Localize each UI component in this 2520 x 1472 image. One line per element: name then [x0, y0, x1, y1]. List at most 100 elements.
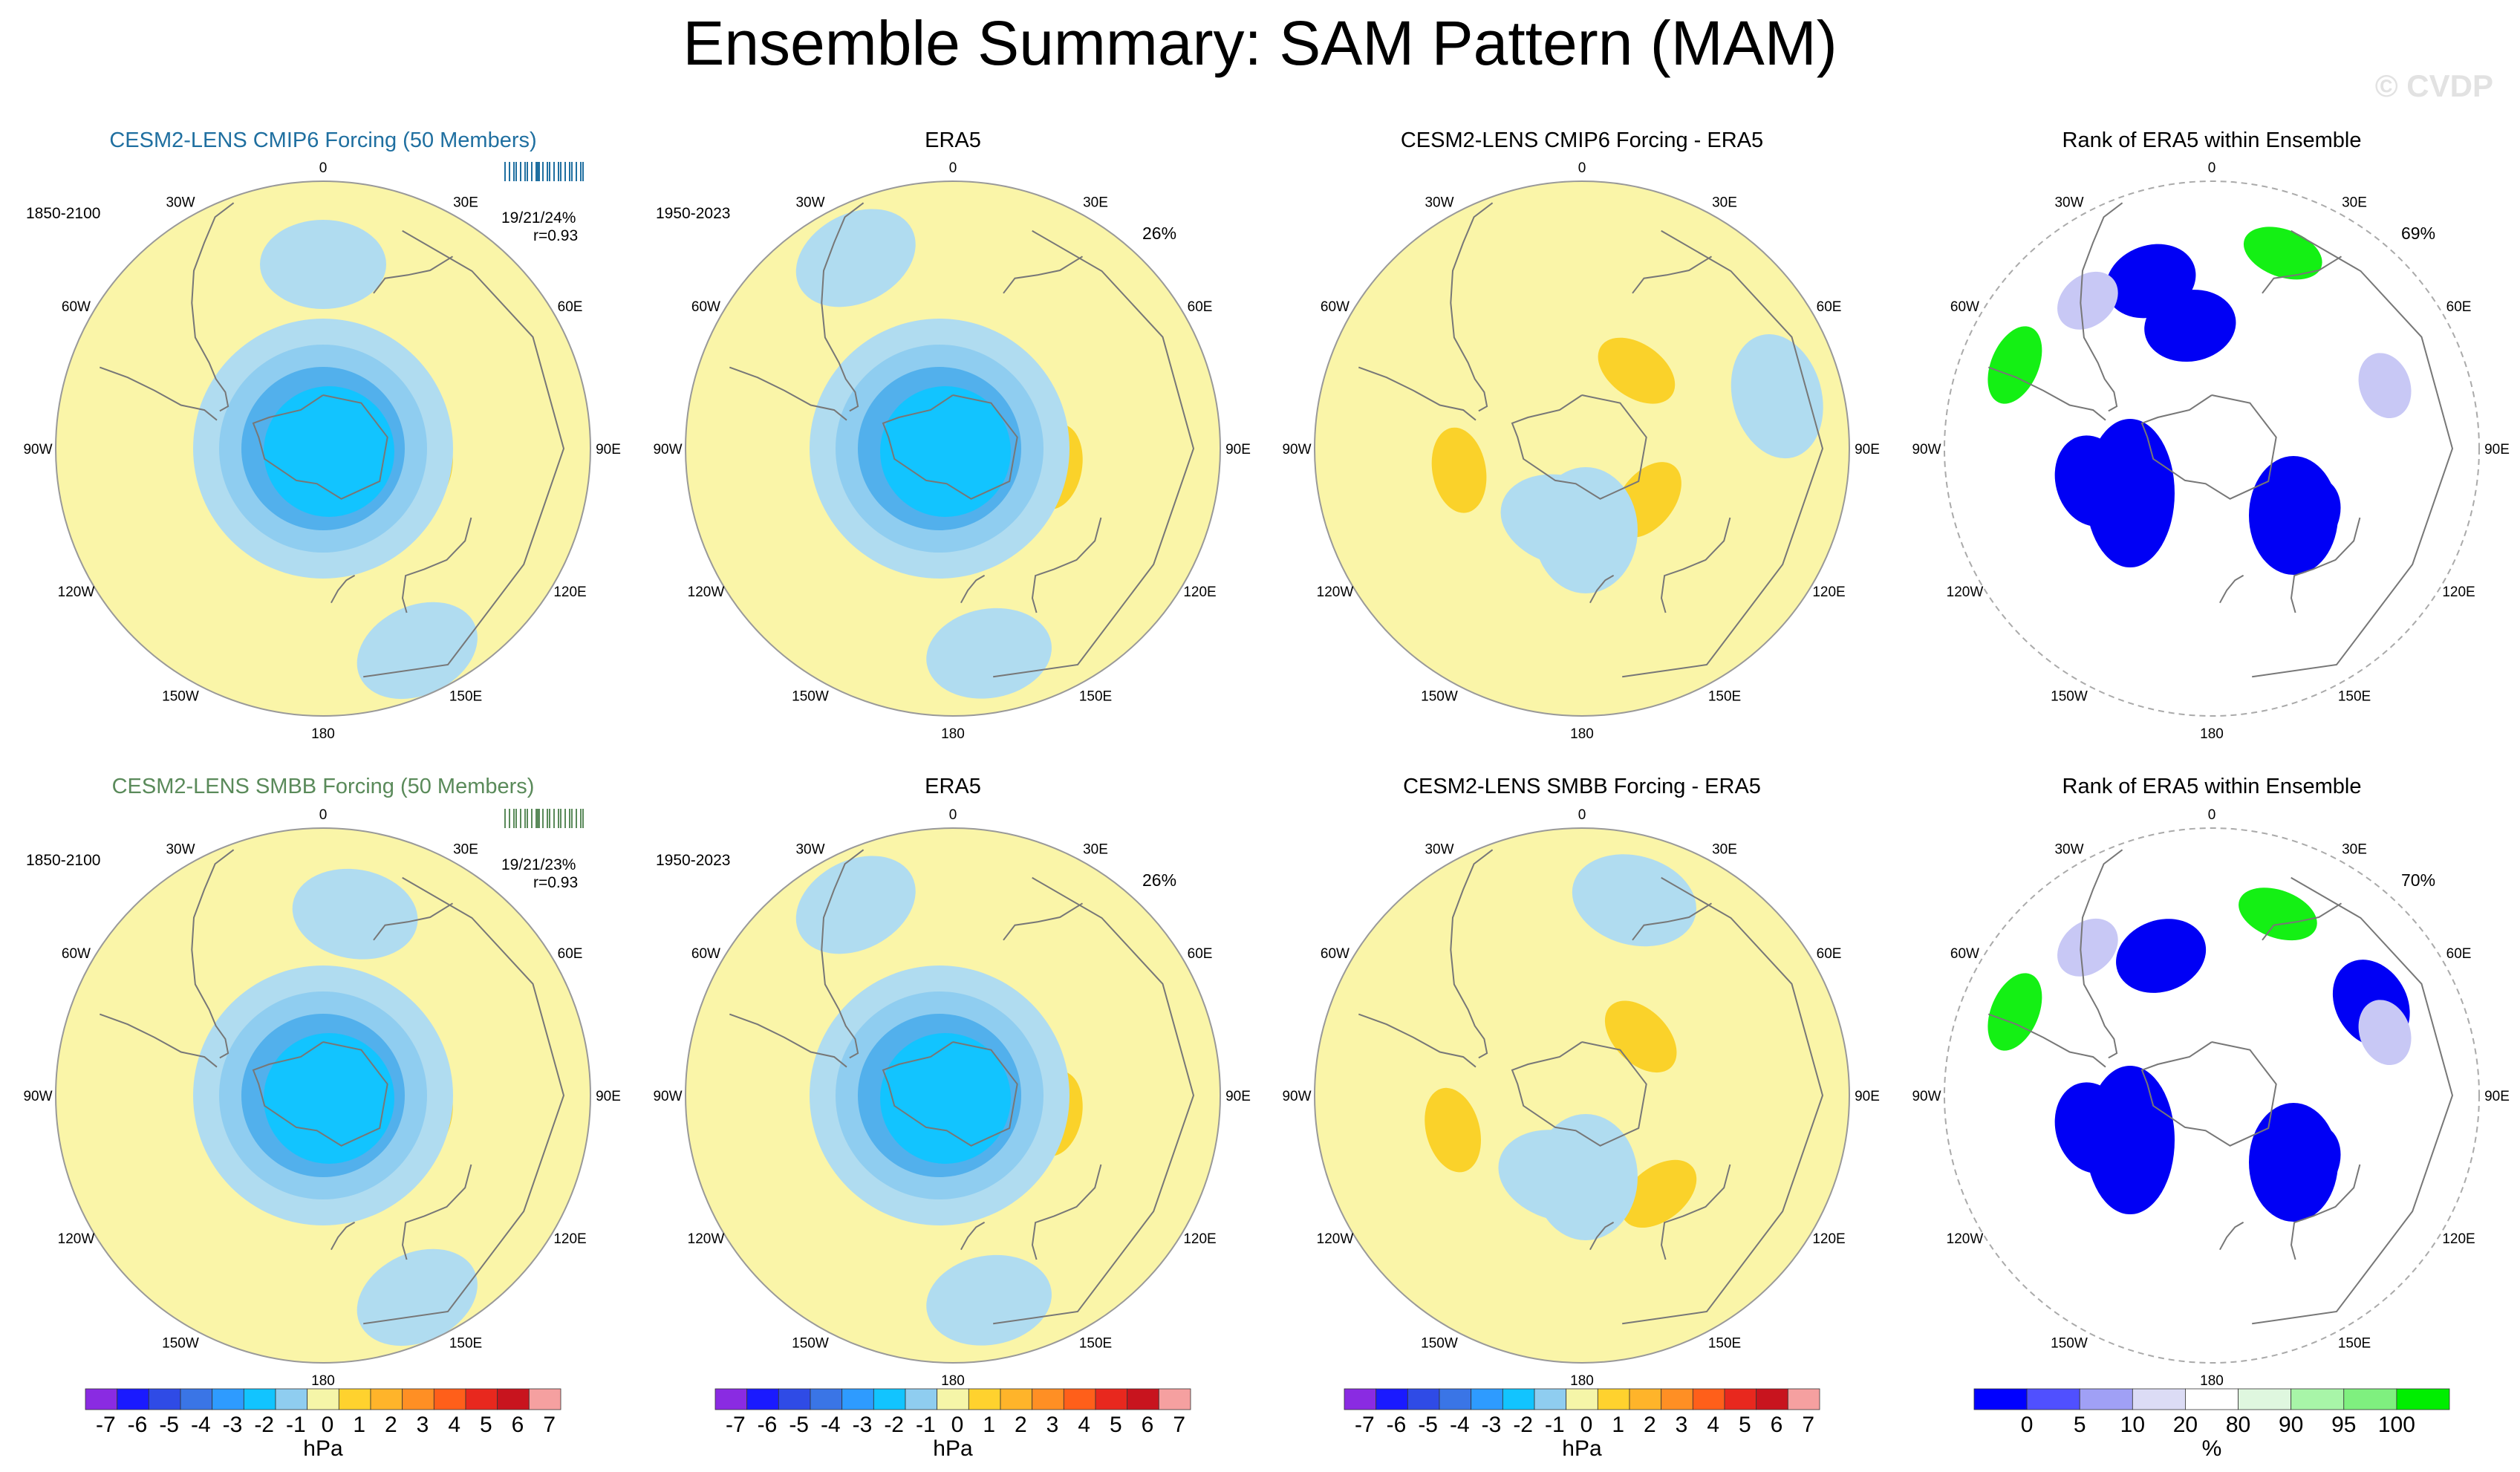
lon-label-30W: 30W [1425, 195, 1453, 210]
colorbar-label--3: -3 [853, 1413, 873, 1437]
lon-label-30E: 30E [453, 841, 478, 857]
coastline-5 [960, 1221, 986, 1251]
colorbar-label--4: -4 [1450, 1413, 1470, 1437]
anomaly-feature-2 [1425, 1087, 1482, 1173]
lon-label-120W: 120W [1317, 1231, 1354, 1247]
colorbar-label-4: 4 [1707, 1413, 1719, 1437]
panel-title: Rank of ERA5 within Ensemble [2062, 128, 2362, 152]
lon-label-60W: 60W [691, 946, 720, 962]
period-label: 1850-2100 [26, 205, 100, 222]
coastline-4 [2290, 517, 2361, 613]
colorbar-swatch-8 [307, 1388, 339, 1410]
colorbar-swatch-3 [778, 1388, 811, 1410]
lon-label-120W: 120W [58, 1231, 95, 1247]
diff-neg-center [1534, 1114, 1638, 1240]
lon-label-150E: 150E [449, 689, 482, 705]
coastline-1 [821, 202, 865, 412]
coastline-4 [401, 1164, 472, 1260]
coastline-7 [1511, 1041, 1647, 1147]
lon-label-90E: 90E [596, 1089, 621, 1104]
lon-label-top: 0 [319, 160, 328, 176]
colorbar-label-5: 5 [2074, 1413, 2086, 1437]
colorbar-swatch-11 [402, 1388, 434, 1410]
lon-label-150E: 150E [2338, 689, 2371, 705]
lon-label-120E: 120E [553, 584, 586, 600]
colorbar-label-0: 0 [322, 1413, 334, 1437]
coastline-4 [1031, 517, 1102, 613]
colorbar-label-10: 10 [2120, 1413, 2145, 1437]
coastline-1 [191, 202, 235, 412]
lon-label-top: 0 [949, 160, 957, 176]
colorbar-hpa-2: -7 -6 -5 -4 -3 -2 -1 0 1 2 3 4 5 6 7 hPa [714, 1388, 1191, 1461]
panel-title: Rank of ERA5 within Ensemble [2062, 775, 2362, 798]
panel-title: CESM2-LENS SMBB Forcing - ERA5 [1403, 775, 1761, 798]
colorbar-swatch-1 [1344, 1388, 1377, 1410]
coastline-5 [1589, 574, 1615, 604]
colorbar-label--4: -4 [821, 1413, 841, 1437]
colorbar-label-5: 5 [480, 1413, 492, 1437]
panel-title: CESM2-LENS SMBB Forcing (50 Members) [112, 775, 535, 798]
lon-label-60E: 60E [1188, 946, 1213, 962]
colorbar-label-2: 2 [1644, 1413, 1656, 1437]
coastline-1 [2080, 202, 2123, 412]
map-background [1944, 181, 2479, 716]
lon-label-90E: 90E [1855, 1089, 1880, 1104]
colorbar-swatch-9 [1597, 1388, 1630, 1410]
lon-label-150W: 150W [792, 1336, 829, 1352]
colorbar-unit: hPa [933, 1436, 973, 1461]
lon-label-90W: 90W [653, 1089, 682, 1104]
lon-label-bottom: 180 [311, 1373, 335, 1389]
panel-title: CESM2-LENS CMIP6 Forcing - ERA5 [1401, 128, 1763, 152]
coastline-5 [2219, 574, 2244, 604]
lon-label-90E: 90E [1855, 442, 1880, 457]
lon-label-bottom: 180 [1570, 726, 1594, 742]
colorbar-label--6: -6 [758, 1413, 778, 1437]
coastline-6 [363, 229, 565, 678]
map-panel-4: 0 180 30W 30E 60W 60E 90W 90E 120W 120E 150W 150E Ra… [1912, 128, 2509, 742]
correlation-label: r=0.93 [533, 227, 578, 244]
lon-label-120E: 120E [1812, 1231, 1845, 1247]
stats-label: 19/21/23% [501, 856, 576, 873]
anomaly-feature-5 [926, 1254, 1052, 1346]
period-label: 1950-2023 [656, 852, 730, 869]
rank-low-east [2249, 456, 2338, 575]
colorbar-swatch-9 [2396, 1388, 2450, 1410]
percent-label: 26% [1142, 224, 1176, 243]
lon-label-90W: 90W [1912, 442, 1941, 457]
colorbar-rank: 0 5 10 20 80 90 95 100% [1973, 1388, 2450, 1461]
colorbar-swatch-14 [497, 1388, 530, 1410]
lon-label-90W: 90W [23, 1089, 52, 1104]
lon-label-60W: 60W [1321, 946, 1349, 962]
lon-label-120E: 120E [1183, 584, 1216, 600]
percent-label: 69% [2401, 224, 2435, 243]
coastline-4 [401, 517, 472, 613]
colorbar-swatch-8 [1566, 1388, 1598, 1410]
lon-label-150W: 150W [2051, 1336, 2088, 1352]
anomaly-feature-5 [2239, 888, 2317, 941]
colorbar-swatch-14 [1127, 1388, 1159, 1410]
coastline-6 [2252, 229, 2454, 678]
coastline-4 [2290, 1164, 2361, 1260]
colorbar-swatch-10 [1000, 1388, 1033, 1410]
colorbar-swatch-15 [1158, 1388, 1191, 1410]
lon-label-90W: 90W [23, 442, 52, 457]
colorbar-label-3: 3 [1676, 1413, 1688, 1437]
colorbar-label-3: 3 [1046, 1413, 1059, 1437]
colorbar-label-2: 2 [1015, 1413, 1027, 1437]
colorbar-swatch-4 [180, 1388, 213, 1410]
lon-label-120W: 120W [1947, 1231, 1984, 1247]
lon-label-90W: 90W [1282, 442, 1311, 457]
colorbar-swatch-12 [1063, 1388, 1096, 1410]
colorbar-label--1: -1 [916, 1413, 936, 1437]
coastline-2 [1358, 366, 1476, 421]
coastline-5 [1589, 1221, 1615, 1251]
lon-label-60W: 60W [691, 299, 720, 315]
colorbar-label--2: -2 [254, 1413, 274, 1437]
lon-label-90W: 90W [1912, 1089, 1941, 1104]
colorbar-label-100: 100 [2378, 1413, 2415, 1437]
coastline-2 [1358, 1013, 1476, 1068]
colorbar-swatch-2 [2026, 1388, 2080, 1410]
lon-label-bottom: 180 [941, 1373, 965, 1389]
coastline-1 [2080, 849, 2123, 1059]
